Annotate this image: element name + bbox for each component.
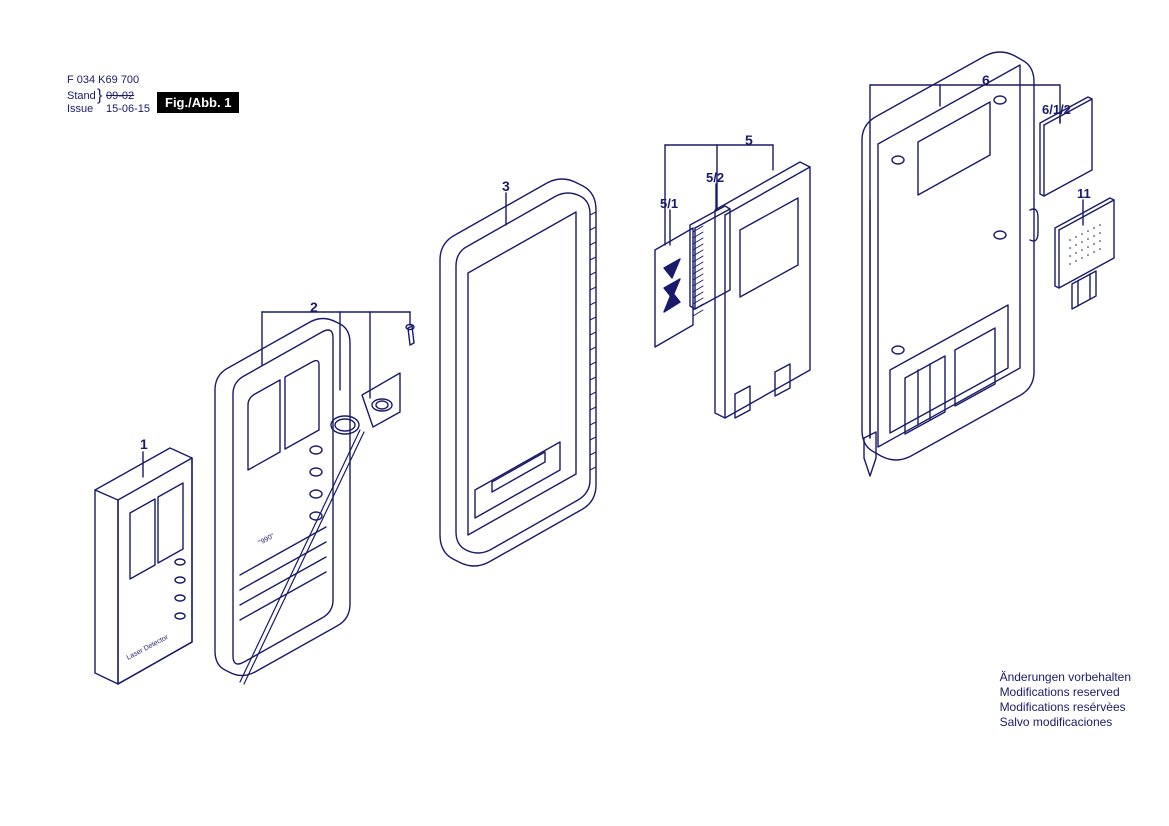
part-2-svg: "990" bbox=[215, 319, 414, 685]
part-5-svg bbox=[655, 162, 810, 418]
footer-line-2: Modifications reserved bbox=[1000, 685, 1131, 700]
part-1-svg: Laser Detector bbox=[95, 448, 192, 684]
part-3-svg bbox=[440, 179, 596, 566]
footer-line-3: Modifications resérvèes bbox=[1000, 700, 1131, 715]
footer-block: Änderungen vorbehalten Modifications res… bbox=[1000, 670, 1131, 730]
part-6-svg bbox=[862, 52, 1092, 476]
footer-line-1: Änderungen vorbehalten bbox=[1000, 670, 1131, 685]
keypad-label: "990" bbox=[258, 533, 276, 547]
footer-line-4: Salvo modificaciones bbox=[1000, 715, 1131, 730]
part-11-svg bbox=[1055, 198, 1114, 309]
diagram-canvas: F 034 K69 700 Stand Issue 09-02 15-06-15… bbox=[0, 0, 1169, 826]
exploded-view-svg: Laser Detector "990" bbox=[0, 0, 1169, 826]
